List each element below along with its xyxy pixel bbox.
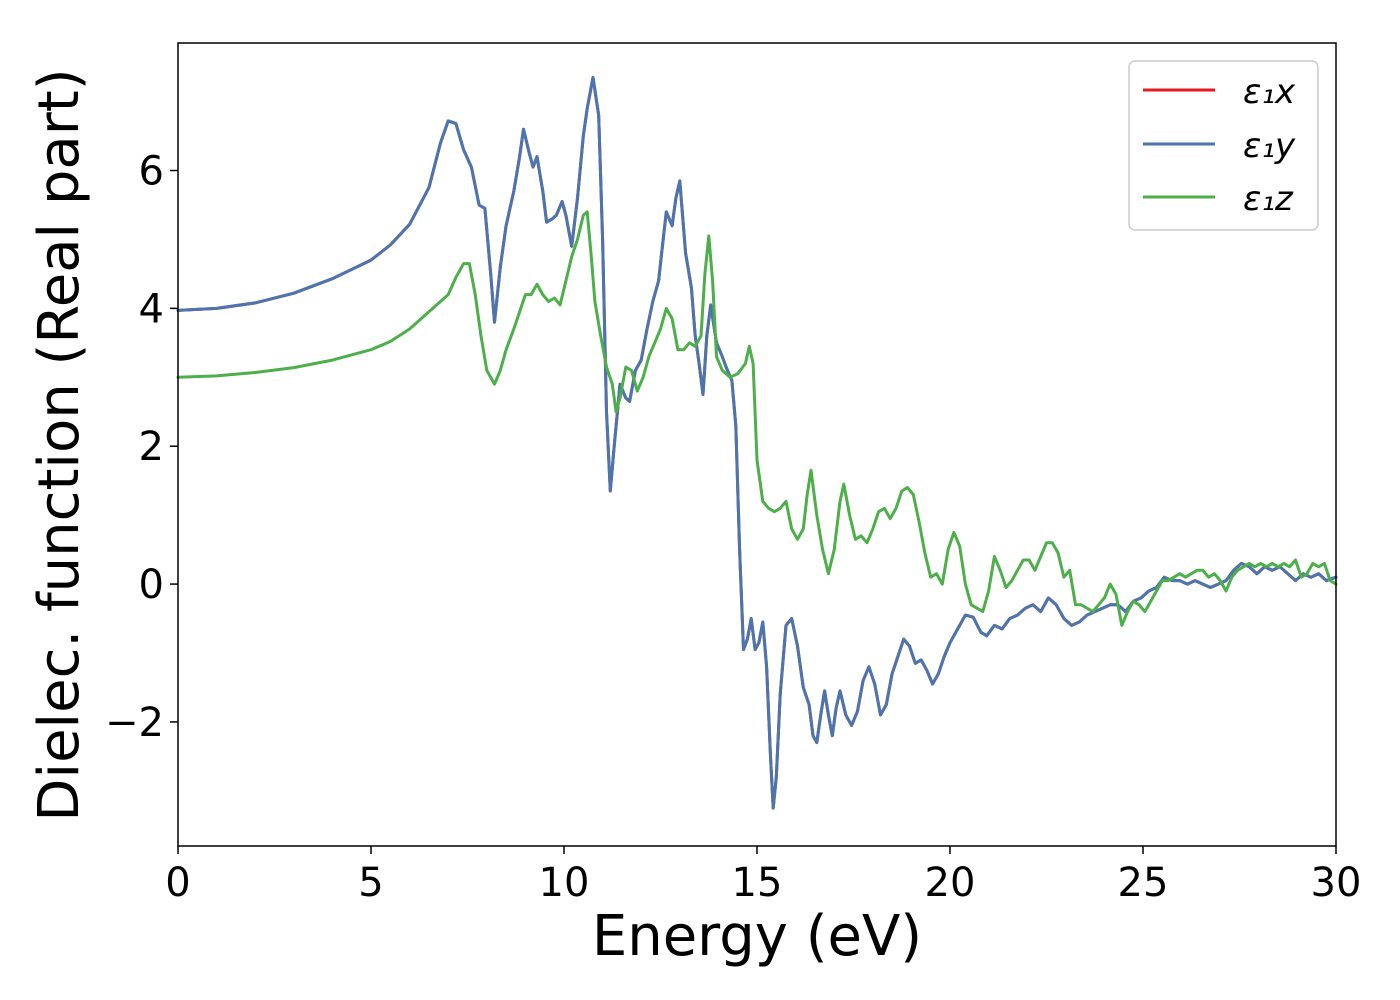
legend-box xyxy=(1128,60,1319,231)
y-tick-label: 6 xyxy=(139,149,164,195)
y-tick-label: 0 xyxy=(139,562,164,608)
series-line-e1z xyxy=(176,210,1338,627)
x-tick-label: 15 xyxy=(732,860,783,906)
y-axis-label: Dielec. function (Real part) xyxy=(27,68,92,821)
y-tick-label: −2 xyxy=(105,700,164,746)
series-layer xyxy=(176,76,1338,810)
y-tick-label: 2 xyxy=(139,424,164,470)
x-axis-label: Energy (eV) xyxy=(592,904,922,969)
legend-label-e1y: ε₁y xyxy=(1243,126,1296,166)
y-axis-ticks: −2 0 2 4 6 xyxy=(105,149,178,746)
legend-label-e1x: ε₁x xyxy=(1243,72,1296,112)
x-tick-label: 20 xyxy=(925,860,976,906)
x-tick-label: 0 xyxy=(165,860,190,906)
x-tick-label: 10 xyxy=(539,860,590,906)
y-tick-label: 4 xyxy=(139,286,164,332)
x-tick-label: 5 xyxy=(358,860,383,906)
legend-label-e1z: ε₁z xyxy=(1243,179,1294,219)
x-tick-label: 30 xyxy=(1311,860,1362,906)
x-tick-label: 25 xyxy=(1118,860,1169,906)
x-axis-ticks: 0 5 10 15 20 25 30 xyxy=(165,846,1361,906)
legend: ε₁x ε₁y ε₁z xyxy=(1128,60,1319,231)
